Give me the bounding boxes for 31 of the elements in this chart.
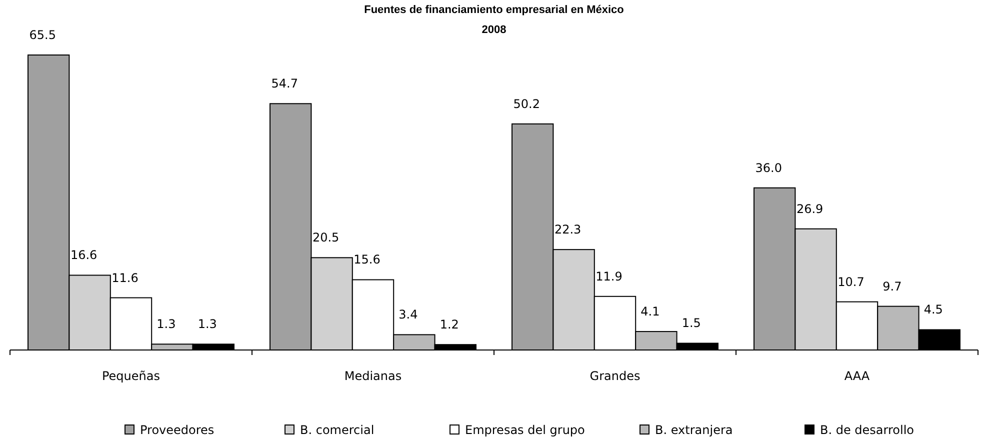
data-label: 1.2 bbox=[440, 318, 459, 332]
data-label: 4.1 bbox=[640, 304, 660, 319]
chart-title: Fuentes de financiamiento empresarial en México bbox=[364, 4, 624, 16]
data-label: 1.3 bbox=[156, 317, 176, 332]
x-tick-label: Pequeñas bbox=[102, 369, 160, 383]
data-label: 1.3 bbox=[198, 317, 217, 332]
data-label: 10.7 bbox=[838, 274, 864, 289]
x-tick-label: Medianas bbox=[344, 369, 402, 383]
data-label: 20.5 bbox=[312, 230, 340, 245]
data-label: 22.3 bbox=[554, 222, 582, 237]
data-label: 4.5 bbox=[924, 302, 943, 317]
chart-subtitle: 2008 bbox=[482, 24, 506, 36]
data-label: 54.7 bbox=[271, 76, 298, 91]
x-tick-label: AAA bbox=[844, 369, 870, 383]
data-label: 50.2 bbox=[513, 96, 540, 111]
legend-label: B. de desarrollo bbox=[820, 423, 914, 437]
data-label: 11.6 bbox=[112, 270, 138, 285]
x-tick-label: Grandes bbox=[590, 369, 640, 383]
data-label: 15.6 bbox=[354, 252, 380, 267]
legend-label: B. comercial bbox=[300, 423, 374, 437]
data-label: 3.4 bbox=[398, 308, 418, 322]
data-label: 36.0 bbox=[755, 160, 782, 175]
data-label: 9.7 bbox=[882, 279, 902, 294]
data-label: 1.5 bbox=[682, 316, 701, 330]
data-label: 16.6 bbox=[70, 248, 98, 262]
data-label: 11.9 bbox=[596, 269, 622, 284]
data-label: 65.5 bbox=[29, 28, 56, 42]
legend-label: Empresas del grupo bbox=[465, 423, 585, 437]
legend-label: B. extranjera bbox=[655, 423, 733, 437]
legend-label: Proveedores bbox=[140, 423, 214, 437]
data-label: 26.9 bbox=[796, 202, 824, 216]
